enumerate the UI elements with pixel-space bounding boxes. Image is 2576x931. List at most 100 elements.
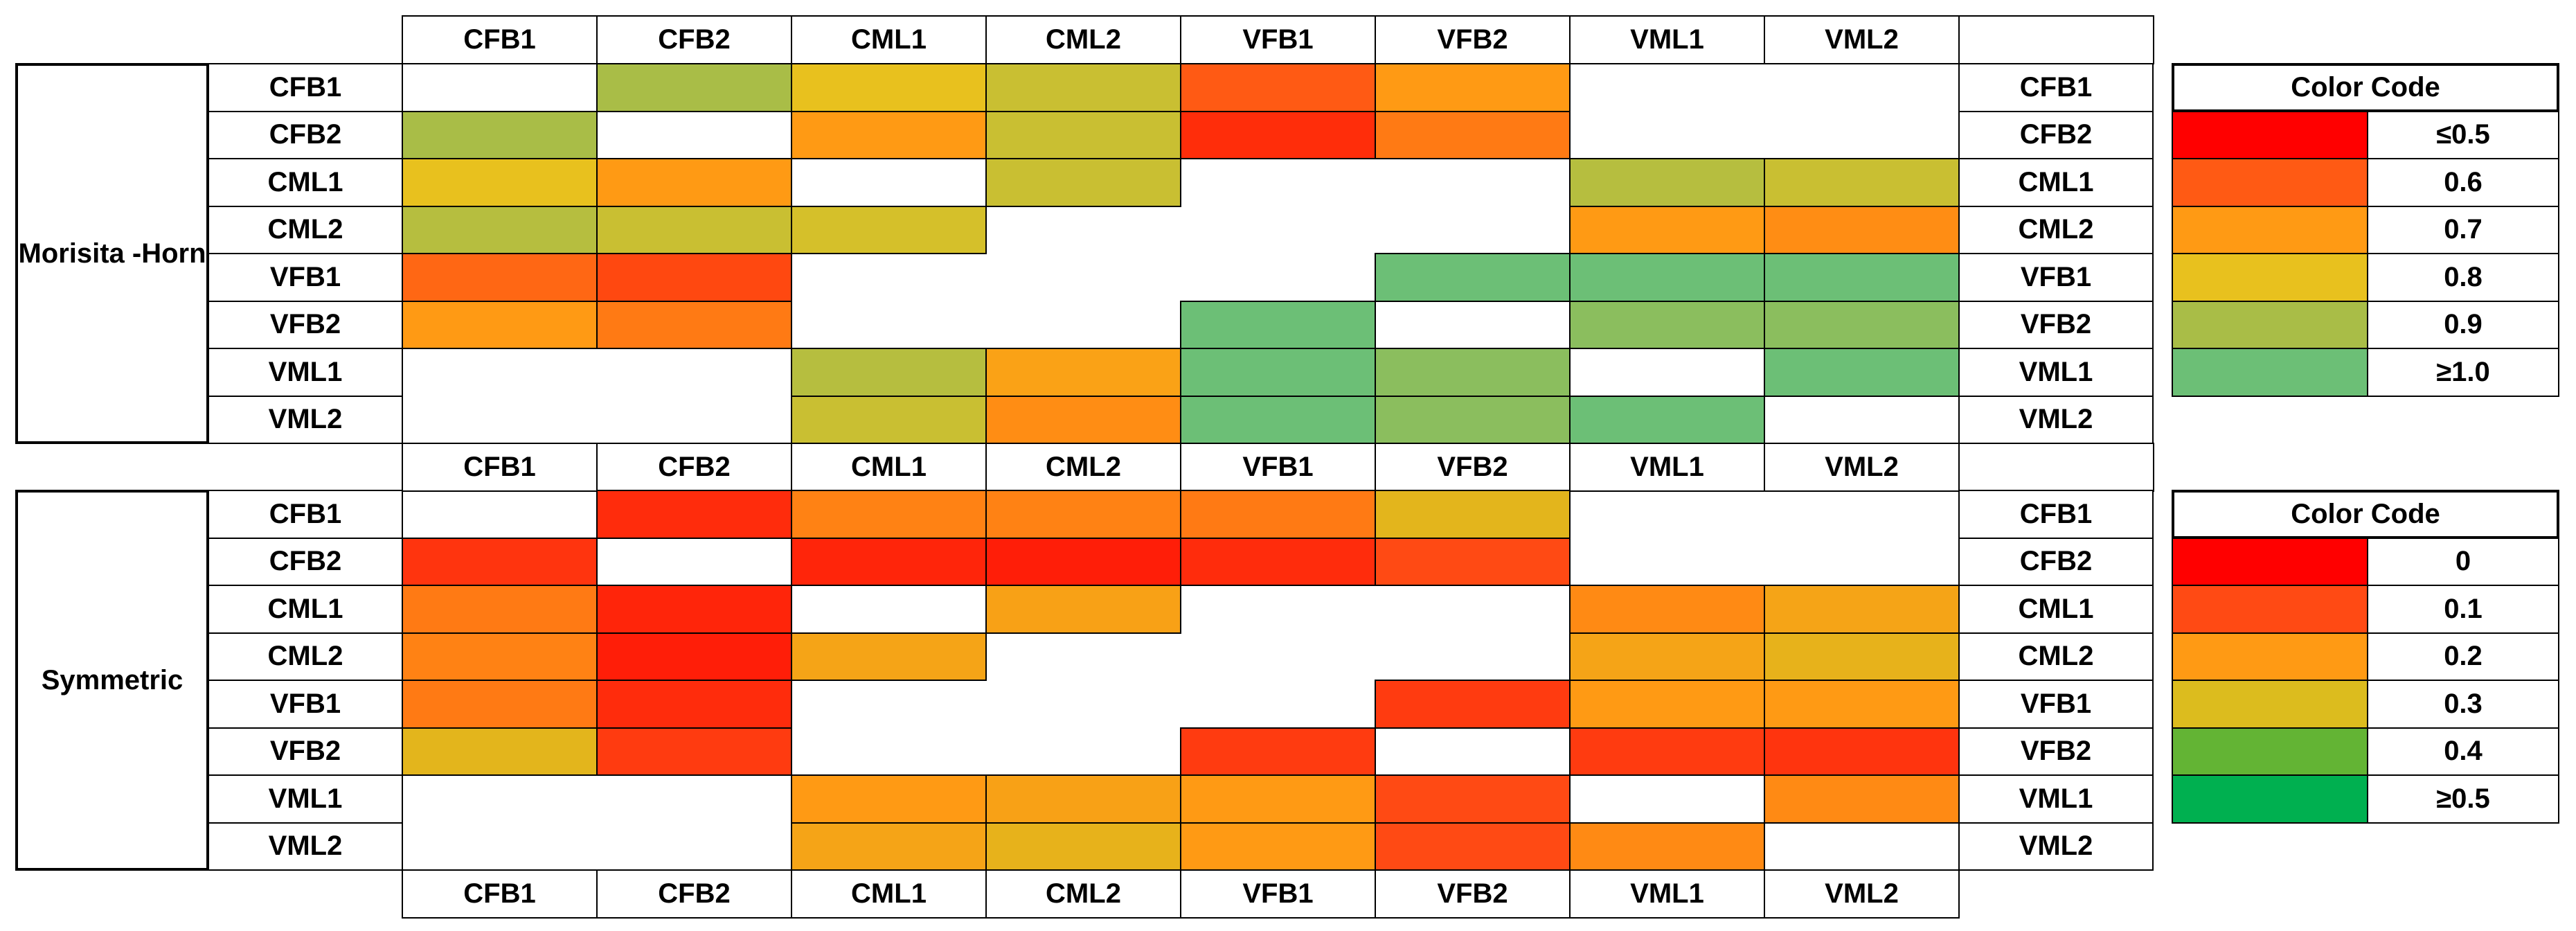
column-label-bottom: VFB1 bbox=[1180, 869, 1376, 919]
column-label-bottom: VML1 bbox=[1569, 869, 1765, 919]
legend-swatch bbox=[2172, 727, 2368, 776]
heatmap-cell bbox=[985, 490, 1181, 539]
row-group-label-line: Morisita - bbox=[18, 238, 142, 269]
legend-swatch bbox=[2172, 300, 2368, 349]
heatmap-cell bbox=[1569, 158, 1765, 207]
heatmap-cell bbox=[1569, 632, 1765, 681]
heatmap-cell bbox=[1180, 63, 1376, 112]
heatmap-cell bbox=[791, 395, 987, 444]
heatmap-cell bbox=[985, 537, 1181, 586]
row-label-left: CML1 bbox=[208, 585, 403, 634]
heatmap-cell bbox=[1180, 774, 1376, 824]
row-label-right: VML1 bbox=[1958, 774, 2154, 824]
heatmap-cell bbox=[1569, 822, 1765, 871]
heatmap-cell bbox=[985, 348, 1181, 397]
heatmap-cell bbox=[596, 680, 792, 729]
heatmap-cell bbox=[1764, 774, 1960, 824]
heatmap-cell bbox=[1375, 490, 1571, 539]
column-label: CFB2 bbox=[596, 443, 792, 492]
column-label: CML1 bbox=[791, 443, 987, 492]
row-label-left: VFB2 bbox=[208, 727, 403, 776]
column-label: CFB1 bbox=[402, 15, 598, 64]
row-label-right: VFB1 bbox=[1958, 680, 2154, 729]
row-label-left: CFB2 bbox=[208, 537, 403, 586]
heatmap-cell bbox=[596, 490, 792, 539]
heatmap-cell bbox=[402, 205, 598, 254]
row-label-left: VFB1 bbox=[208, 253, 403, 302]
heatmap-cell bbox=[1180, 727, 1376, 776]
heatmap-cell bbox=[1764, 253, 1960, 302]
heatmap-cell bbox=[1764, 680, 1960, 729]
heatmap-cell bbox=[1375, 774, 1571, 824]
row-label-right: CFB1 bbox=[1958, 63, 2154, 112]
row-label-right: CFB2 bbox=[1958, 537, 2154, 586]
column-label-bottom: CFB2 bbox=[596, 869, 792, 919]
heatmap-cell bbox=[1764, 348, 1960, 397]
row-label-left: VML1 bbox=[208, 774, 403, 824]
legend-swatch bbox=[2172, 537, 2368, 586]
row-label-right: CFB1 bbox=[1958, 490, 2154, 539]
heatmap-cell bbox=[791, 632, 987, 681]
legend-label: ≤0.5 bbox=[2367, 110, 2559, 159]
heatmap-cell bbox=[1569, 253, 1765, 302]
row-label-right: CML1 bbox=[1958, 158, 2154, 207]
heatmap-cell bbox=[596, 158, 792, 207]
row-label-right: CFB2 bbox=[1958, 110, 2154, 159]
column-header-spacer bbox=[1958, 15, 2154, 64]
heatmap-cell bbox=[402, 680, 598, 729]
row-label-right: VFB2 bbox=[1958, 727, 2154, 776]
heatmap-cell bbox=[1180, 395, 1376, 444]
heatmap-cell bbox=[402, 632, 598, 681]
heatmap-cell bbox=[791, 774, 987, 824]
heatmap-cell bbox=[1764, 158, 1960, 207]
column-label: VML1 bbox=[1569, 15, 1765, 64]
legend-swatch bbox=[2172, 774, 2368, 824]
legend-swatch bbox=[2172, 632, 2368, 681]
heatmap-cell bbox=[596, 300, 792, 349]
heatmap-cell bbox=[985, 158, 1181, 207]
row-label-left: CFB1 bbox=[208, 490, 403, 539]
heatmap-cell bbox=[596, 63, 792, 112]
heatmap-cell bbox=[1180, 348, 1376, 397]
column-label-bottom: CML1 bbox=[791, 869, 987, 919]
heatmap-cell bbox=[791, 205, 987, 254]
heatmap-cell bbox=[1375, 680, 1571, 729]
column-label-bottom: VML2 bbox=[1764, 869, 1960, 919]
heatmap-cell bbox=[402, 110, 598, 159]
heatmap-cell bbox=[1375, 395, 1571, 444]
legend-title: Color Code bbox=[2172, 63, 2559, 112]
column-label-bottom: CML2 bbox=[985, 869, 1181, 919]
heatmap-cell bbox=[985, 63, 1181, 112]
heatmap-cell bbox=[402, 158, 598, 207]
heatmap-cell bbox=[1180, 300, 1376, 349]
row-label-right: VFB2 bbox=[1958, 300, 2154, 349]
column-header-spacer bbox=[1958, 443, 2154, 492]
legend-label: 0.1 bbox=[2367, 585, 2559, 634]
heatmap-cell bbox=[1569, 727, 1765, 776]
heatmap-cell bbox=[1569, 395, 1765, 444]
row-label-left: CFB1 bbox=[208, 63, 403, 112]
legend-label: ≥0.5 bbox=[2367, 774, 2559, 824]
heatmap-cell bbox=[791, 822, 987, 871]
column-label: CML2 bbox=[985, 15, 1181, 64]
row-label-right: CML2 bbox=[1958, 632, 2154, 681]
heatmap-cell bbox=[1764, 300, 1960, 349]
column-label: VML2 bbox=[1764, 15, 1960, 64]
heatmap-cell bbox=[1375, 110, 1571, 159]
legend-swatch bbox=[2172, 253, 2368, 302]
legend-label: 0.3 bbox=[2367, 680, 2559, 729]
heatmap-cell bbox=[1569, 300, 1765, 349]
heatmap-cell bbox=[1375, 348, 1571, 397]
heatmap-cell bbox=[596, 585, 792, 634]
row-label-left: VML2 bbox=[208, 822, 403, 871]
row-group-label-line: Horn bbox=[141, 238, 206, 269]
heatmap-cell bbox=[596, 632, 792, 681]
heatmap-cell bbox=[1375, 537, 1571, 586]
heatmap-cell bbox=[402, 253, 598, 302]
legend-swatch bbox=[2172, 110, 2368, 159]
heatmap-cell bbox=[791, 63, 987, 112]
legend-swatch bbox=[2172, 585, 2368, 634]
heatmap-cell bbox=[1569, 585, 1765, 634]
legend-swatch bbox=[2172, 158, 2368, 207]
